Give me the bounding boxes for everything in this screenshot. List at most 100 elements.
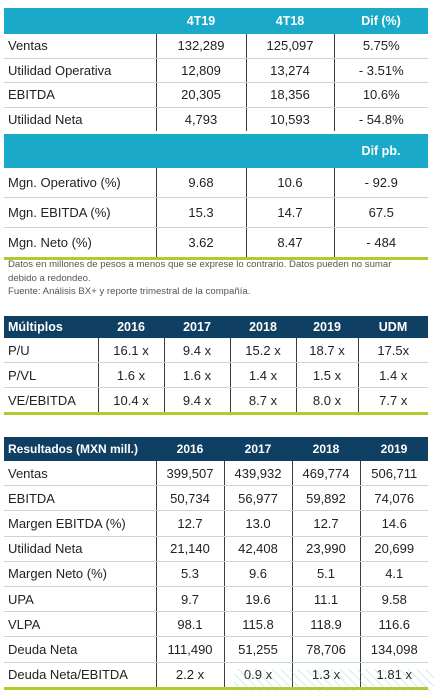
value-cell: 74,076 [359, 485, 428, 512]
value-cell: 115.8 [223, 611, 292, 638]
value-cell: 0.9 x [223, 662, 292, 690]
row-label: Mgn. Neto (%) [4, 227, 156, 260]
header-cell: 4T18 [246, 8, 334, 34]
value-cell: 13.0 [223, 510, 292, 537]
value-cell: 134,098 [359, 636, 428, 663]
table-header-row: 4T19 4T18 Dif (%) [4, 8, 428, 34]
value-cell: 132,289 [155, 34, 246, 59]
row-label: P/U [4, 338, 98, 363]
value-cell: 1.4 x [357, 362, 428, 388]
value-cell: 439,932 [223, 461, 292, 487]
table-row: VE/EBITDA 10.4 x 9.4 x 8.7 x 8.0 x 7.7 x [4, 387, 428, 415]
row-label: Utilidad Neta [8, 111, 83, 127]
header-cell [246, 134, 334, 168]
table-header-row: Múltiplos 2016 2017 2018 2019 UDM [4, 316, 428, 338]
value-cell: 21,140 [155, 536, 224, 562]
table-row: VLPA 98.1 115.8 118.9 116.6 [4, 611, 428, 638]
table-row: Ventas 132,289 125,097 5.75% [4, 34, 428, 59]
value-cell: 14.7 [245, 197, 334, 228]
value-cell: 20,305 [155, 82, 246, 108]
margins-table: Dif pb. Mgn. Operativo (%) 9.68 10.6 - 9… [4, 134, 428, 260]
row-label: VE/EBITDA [4, 387, 98, 415]
value-cell: 8.0 x [295, 387, 358, 415]
row-label: Margen EBITDA (%) [4, 510, 156, 537]
value-cell: 16.1 x [97, 338, 164, 363]
value-cell: 56,977 [223, 485, 292, 512]
value-cell: 5.1 [291, 561, 360, 587]
value-cell: 1.6 x [97, 362, 164, 388]
value-cell: 10.6% [333, 82, 428, 108]
value-cell: 18.7 x [295, 338, 358, 363]
value-cell: 10.6 [245, 168, 334, 198]
table-row: UPA 9.7 19.6 11.1 9.58 [4, 586, 428, 613]
row-label: Deuda Neta [4, 636, 156, 663]
table-row: Utilidad Operativa 12,809 13,274 - 3.51% [4, 58, 428, 83]
header-cell: 2017 [224, 437, 292, 461]
header-cell [4, 8, 156, 34]
value-cell: 98.1 [155, 611, 224, 638]
table-row: P/VL 1.6 x 1.6 x 1.4 x 1.5 x 1.4 x [4, 362, 428, 388]
header-cell: UDM [358, 316, 428, 338]
value-cell: 42,408 [223, 536, 292, 562]
row-label: VLPA [4, 611, 156, 638]
value-cell: 23,990 [291, 536, 360, 562]
value-cell: 469,774 [291, 461, 360, 487]
value-cell: 7.7 x [357, 387, 428, 415]
value-cell: 18,356 [245, 82, 334, 108]
value-cell: 8.7 x [229, 387, 296, 415]
value-cell: 10,593 [245, 107, 334, 131]
value-cell: 9.58 [359, 586, 428, 613]
value-cell: 5.3 [155, 561, 224, 587]
value-cell: 12.7 [291, 510, 360, 537]
row-label: Mgn. Operativo (%) [4, 168, 156, 198]
footnote-source: Fuente: Análisis BX+ y reporte trimestra… [8, 286, 251, 297]
header-cell: Dif (%) [334, 8, 428, 34]
value-cell: 11.1 [291, 586, 360, 613]
value-cell: 13,274 [245, 58, 334, 83]
value-cell: 51,255 [223, 636, 292, 663]
table-row: Mgn. EBITDA (%) 15.3 14.7 67.5 [4, 197, 428, 228]
value-cell: 9.68 [155, 168, 246, 198]
annual-results-table: Resultados (MXN mill.) 2016 2017 2018 20… [4, 437, 428, 690]
quarterly-results-table: 4T19 4T18 Dif (%) Ventas 132,289 125,097… [4, 8, 428, 131]
value-cell: 3.62 [155, 227, 246, 260]
value-cell: 1.81 x [359, 662, 428, 690]
header-cell: 2018 [292, 437, 360, 461]
value-cell: 50,734 [155, 485, 224, 512]
value-cell: 116.6 [359, 611, 428, 638]
header-cell [4, 134, 156, 168]
value-cell: 9.4 x [163, 338, 230, 363]
table-header-row: Resultados (MXN mill.) 2016 2017 2018 20… [4, 437, 428, 461]
value-cell: 1.6 x [163, 362, 230, 388]
footnote: Datos en millones de pesos a menos que s… [8, 258, 418, 299]
value-cell: 399,507 [155, 461, 224, 487]
value-cell: 15.3 [155, 197, 246, 228]
table-row: Deuda Neta/EBITDA 2.2 x 0.9 x 1.3 x 1.81… [4, 662, 428, 690]
row-label: Deuda Neta/EBITDA [4, 662, 156, 690]
row-label: Ventas [4, 461, 156, 487]
value-cell: 9.6 [223, 561, 292, 587]
value-cell: 1.4 x [229, 362, 296, 388]
value-cell: 67.5 [333, 197, 428, 228]
value-cell: - 92.9 [333, 168, 428, 198]
table-row: Margen EBITDA (%) 12.7 13.0 12.7 14.6 [4, 510, 428, 537]
header-cell: 2019 [296, 316, 358, 338]
table-row: Mgn. Neto (%) 3.62 8.47 - 484 [4, 227, 428, 260]
value-cell: - 3.51% [333, 58, 428, 83]
header-cell: Múltiplos [4, 316, 98, 338]
value-cell: 20,699 [359, 536, 428, 562]
value-cell: 12,809 [155, 58, 246, 83]
value-cell: 4,793 [155, 107, 246, 131]
table-header-row: Dif pb. [4, 134, 428, 168]
value-cell: 9.7 [155, 586, 224, 613]
row-label: P/VL [4, 362, 98, 388]
header-cell: 2019 [360, 437, 428, 461]
row-label: Ventas [4, 34, 156, 59]
value-cell: - 484 [333, 227, 428, 260]
decorative-stripes [234, 669, 434, 691]
row-label: Utilidad Operativa [4, 58, 156, 83]
value-cell: 59,892 [291, 485, 360, 512]
row-label: EBITDA [4, 82, 156, 108]
table-row: Margen Neto (%) 5.3 9.6 5.1 4.1 [4, 561, 428, 587]
header-cell: Dif pb. [334, 134, 428, 168]
